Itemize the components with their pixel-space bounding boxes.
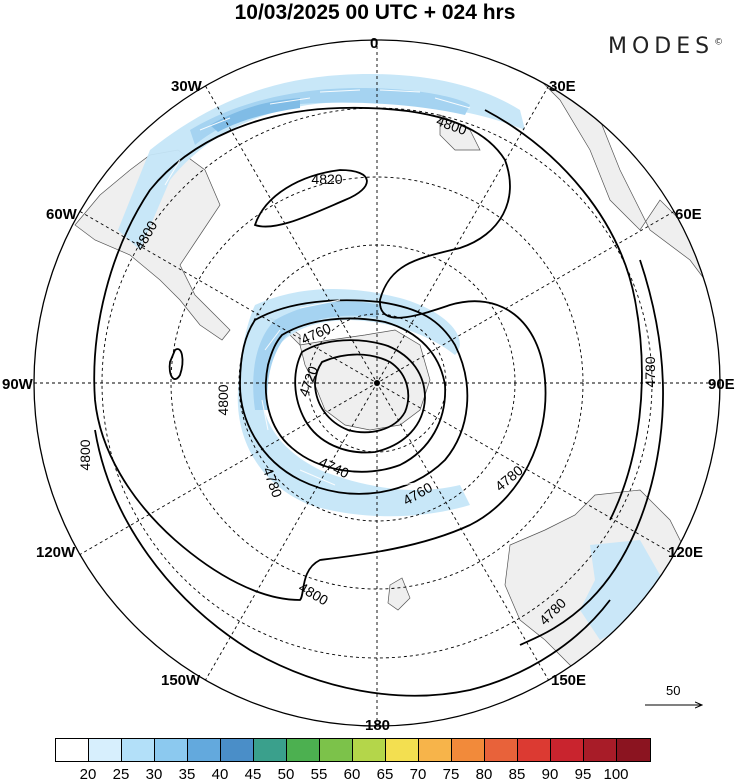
contour-4780-east	[519, 259, 664, 646]
brand-name: MODES	[608, 34, 715, 59]
new-zealand	[387, 577, 411, 611]
colorbar-swatch	[89, 739, 122, 761]
colorbar-tick-label: 35	[178, 766, 196, 783]
colorbar-tick-label: 50	[277, 766, 295, 783]
lon-label-180: 180	[365, 717, 391, 734]
colorbar-tick-label: 25	[112, 766, 130, 783]
colorbar-swatch	[584, 739, 617, 761]
lon-label-90w: 90W	[2, 376, 33, 393]
colorbar-swatch	[122, 739, 155, 761]
colorbar-swatch	[485, 739, 518, 761]
colorbar-swatch	[353, 739, 386, 761]
colorbar-tick-label: 75	[442, 766, 460, 783]
contour-4740	[294, 339, 426, 454]
wind-vectors	[164, 89, 471, 486]
colorbar-swatch	[617, 739, 650, 761]
colorbar-tick-label: 85	[508, 766, 526, 783]
contour-4820	[253, 169, 368, 228]
colorbar-tick-label: 70	[409, 766, 427, 783]
lon-label-30w: 30W	[171, 78, 202, 95]
colorbar-swatch	[386, 739, 419, 761]
africa-south	[439, 114, 481, 151]
jet-ring-core	[253, 301, 380, 410]
south-america	[74, 149, 231, 341]
contour-label-4780: 4780	[492, 462, 526, 494]
contour-label-4800: 4800	[296, 579, 331, 609]
contour-label-4800: 4800	[215, 384, 231, 415]
lon-label-120e: 120E	[668, 544, 704, 561]
contour-4800-south	[94, 429, 611, 697]
colorbar-tick-label: 55	[310, 766, 328, 783]
colorbar-swatch	[287, 739, 320, 761]
copyright-mark: ©	[714, 37, 724, 48]
colorbar-tick-label: 20	[79, 766, 97, 783]
reference-vector-label: 50	[666, 683, 681, 698]
lon-label-30e: 30E	[549, 78, 576, 95]
colorbar	[55, 738, 651, 762]
colorbar-tick-label: 100	[603, 766, 629, 783]
contour-label-4780: 4780	[642, 356, 658, 387]
map-boundary	[33, 39, 721, 727]
contour-4800-east	[484, 109, 643, 521]
colorbar-swatch	[551, 739, 584, 761]
height-contours	[93, 106, 664, 697]
colorbar-tick-label: 60	[343, 766, 361, 783]
colorbar-swatch	[419, 739, 452, 761]
jet-ring	[237, 288, 470, 517]
lon-label-90e: 90E	[708, 376, 735, 393]
colorbar-swatch	[155, 739, 188, 761]
lon-label-150w: 150W	[161, 672, 201, 689]
contour-4800-outer	[93, 106, 547, 601]
antarctica	[299, 329, 431, 431]
lon-label-60w: 60W	[46, 206, 77, 223]
lon-label-60e: 60E	[675, 206, 702, 223]
lon-label-150e: 150E	[551, 672, 587, 689]
lon-label-120w: 120W	[36, 544, 76, 561]
pole-dot	[374, 380, 380, 386]
brand-logo: MODES©	[608, 34, 723, 59]
colorbar-tick-label: 65	[376, 766, 394, 783]
colorbar-tick-label: 45	[244, 766, 262, 783]
africa	[454, 40, 720, 301]
colorbar-swatch	[452, 739, 485, 761]
jet-north-dark	[210, 98, 300, 132]
colorbar-swatch	[221, 739, 254, 761]
contour-4720	[314, 353, 410, 434]
contour-label-4820: 4820	[311, 171, 342, 187]
contour-4780	[239, 299, 469, 495]
colorbar-tick-label: 95	[574, 766, 592, 783]
colorbar-tick-label: 30	[145, 766, 163, 783]
colorbar-tick-label: 80	[475, 766, 493, 783]
map-title: 10/03/2025 00 UTC + 024 hrs	[234, 1, 516, 24]
colorbar-swatch	[56, 739, 89, 761]
contour-label-4800: 4800	[77, 439, 93, 470]
colorbar-swatch	[320, 739, 353, 761]
lon-label-0: 0	[370, 35, 379, 52]
colorbar-swatch	[188, 739, 221, 761]
contour-4760	[264, 317, 446, 473]
colorbar-tick-label: 90	[541, 766, 559, 783]
contour-small-loop	[168, 348, 184, 380]
jet-north-core	[190, 88, 470, 145]
colorbar-tick-label: 40	[211, 766, 229, 783]
colorbar-swatch	[518, 739, 551, 761]
colorbar-swatch	[254, 739, 287, 761]
